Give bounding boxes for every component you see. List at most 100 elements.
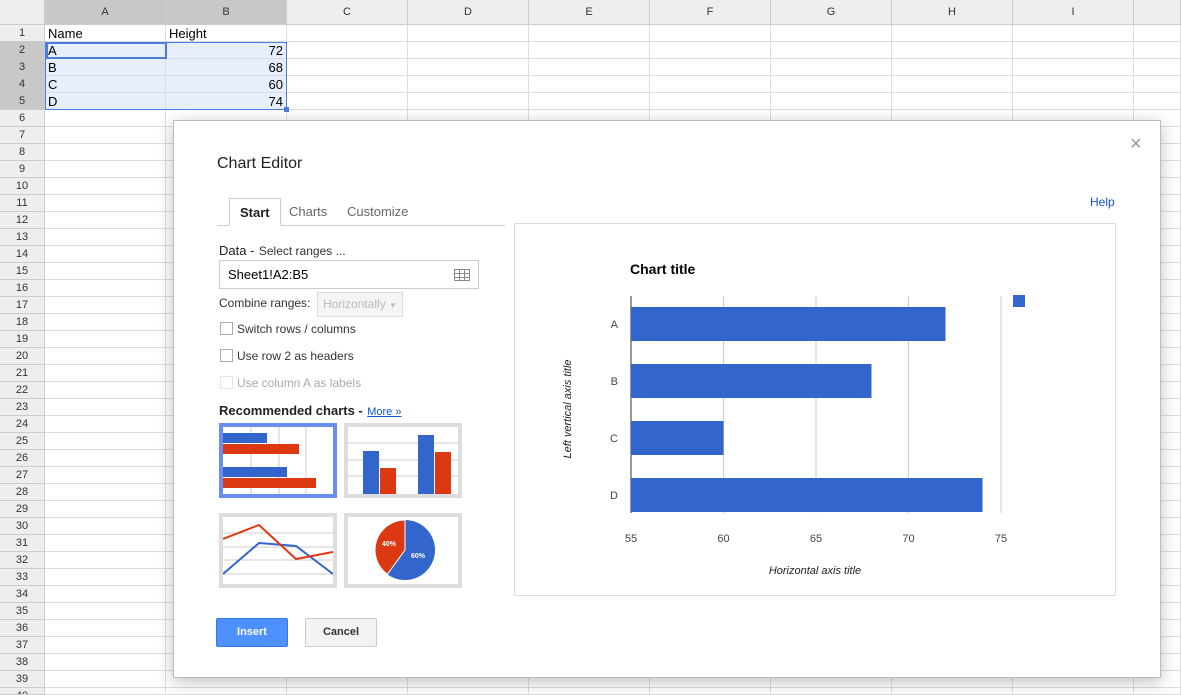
cell[interactable] bbox=[45, 501, 166, 518]
column-header[interactable]: H bbox=[892, 0, 1013, 25]
cell[interactable]: B bbox=[45, 59, 166, 76]
row-header[interactable]: 24 bbox=[0, 416, 45, 433]
cell[interactable] bbox=[45, 212, 166, 229]
cell[interactable] bbox=[1134, 93, 1181, 110]
cell[interactable] bbox=[287, 688, 408, 695]
cell[interactable]: 74 bbox=[166, 93, 287, 110]
row-header[interactable]: 34 bbox=[0, 586, 45, 603]
row-header[interactable]: 32 bbox=[0, 552, 45, 569]
cell[interactable] bbox=[45, 467, 166, 484]
cell[interactable] bbox=[529, 25, 650, 42]
switch-rows-checkbox[interactable] bbox=[220, 322, 233, 335]
row-header[interactable]: 35 bbox=[0, 603, 45, 620]
column-header[interactable]: A bbox=[45, 0, 166, 25]
cell[interactable] bbox=[1013, 42, 1134, 59]
cell[interactable] bbox=[650, 59, 771, 76]
cell[interactable] bbox=[45, 433, 166, 450]
cell[interactable]: D bbox=[45, 93, 166, 110]
cancel-button[interactable]: Cancel bbox=[305, 618, 377, 647]
cell[interactable] bbox=[529, 59, 650, 76]
column-header[interactable]: I bbox=[1013, 0, 1134, 25]
cell[interactable]: C bbox=[45, 76, 166, 93]
cell[interactable] bbox=[892, 93, 1013, 110]
cell[interactable] bbox=[45, 637, 166, 654]
cell[interactable] bbox=[1134, 25, 1181, 42]
cell[interactable] bbox=[1134, 688, 1181, 695]
cell[interactable] bbox=[45, 331, 166, 348]
cell[interactable] bbox=[45, 688, 166, 695]
row-header[interactable]: 31 bbox=[0, 535, 45, 552]
cell[interactable] bbox=[45, 314, 166, 331]
cell[interactable] bbox=[287, 25, 408, 42]
cell[interactable] bbox=[45, 518, 166, 535]
cell[interactable] bbox=[892, 42, 1013, 59]
cell[interactable] bbox=[45, 399, 166, 416]
cell[interactable] bbox=[771, 688, 892, 695]
cell[interactable] bbox=[892, 671, 1013, 688]
cell[interactable] bbox=[1013, 671, 1134, 688]
pie-chart-thumbnail[interactable]: 40% 60% bbox=[344, 513, 462, 588]
cell[interactable] bbox=[771, 59, 892, 76]
cell[interactable] bbox=[529, 688, 650, 695]
cell[interactable] bbox=[287, 671, 408, 688]
cell[interactable] bbox=[892, 25, 1013, 42]
cell[interactable] bbox=[529, 42, 650, 59]
cell[interactable] bbox=[45, 654, 166, 671]
cell[interactable] bbox=[892, 59, 1013, 76]
cell[interactable] bbox=[771, 25, 892, 42]
cell[interactable]: Height bbox=[166, 25, 287, 42]
column-header[interactable]: B bbox=[166, 0, 287, 25]
cell[interactable] bbox=[45, 348, 166, 365]
insert-button[interactable]: Insert bbox=[216, 618, 288, 647]
cell[interactable] bbox=[529, 93, 650, 110]
row-header[interactable]: 10 bbox=[0, 178, 45, 195]
column-header[interactable]: F bbox=[650, 0, 771, 25]
cell[interactable] bbox=[45, 382, 166, 399]
cell[interactable] bbox=[45, 484, 166, 501]
row-header[interactable]: 26 bbox=[0, 450, 45, 467]
row-header[interactable]: 25 bbox=[0, 433, 45, 450]
row-header[interactable]: 37 bbox=[0, 637, 45, 654]
row-header[interactable]: 11 bbox=[0, 195, 45, 212]
cell[interactable] bbox=[1013, 59, 1134, 76]
cell[interactable] bbox=[287, 93, 408, 110]
cell[interactable] bbox=[287, 59, 408, 76]
cell[interactable] bbox=[650, 25, 771, 42]
select-all-corner[interactable] bbox=[0, 0, 45, 25]
row-header[interactable]: 2 bbox=[0, 42, 45, 59]
cell[interactable] bbox=[45, 229, 166, 246]
cell[interactable] bbox=[892, 688, 1013, 695]
row-header[interactable]: 19 bbox=[0, 331, 45, 348]
cell[interactable] bbox=[45, 365, 166, 382]
row-header[interactable]: 16 bbox=[0, 280, 45, 297]
cell[interactable] bbox=[408, 688, 529, 695]
row-header[interactable]: 8 bbox=[0, 144, 45, 161]
row-header[interactable]: 28 bbox=[0, 484, 45, 501]
cell[interactable] bbox=[45, 195, 166, 212]
cell[interactable] bbox=[650, 671, 771, 688]
row-header[interactable]: 21 bbox=[0, 365, 45, 382]
row-header[interactable]: 6 bbox=[0, 110, 45, 127]
cell[interactable] bbox=[287, 76, 408, 93]
cell[interactable]: Name bbox=[45, 25, 166, 42]
row-header[interactable]: 23 bbox=[0, 399, 45, 416]
row-header[interactable]: 33 bbox=[0, 569, 45, 586]
cell[interactable] bbox=[45, 297, 166, 314]
cell[interactable] bbox=[650, 42, 771, 59]
cell[interactable] bbox=[45, 144, 166, 161]
cell[interactable]: 68 bbox=[166, 59, 287, 76]
cell[interactable] bbox=[1013, 25, 1134, 42]
cell[interactable] bbox=[45, 161, 166, 178]
cell[interactable]: A bbox=[45, 42, 166, 59]
column-header[interactable]: C bbox=[287, 0, 408, 25]
row-header[interactable]: 15 bbox=[0, 263, 45, 280]
cell[interactable] bbox=[45, 263, 166, 280]
cell[interactable] bbox=[45, 535, 166, 552]
cell[interactable] bbox=[771, 76, 892, 93]
column-chart-thumbnail[interactable] bbox=[344, 423, 462, 498]
cell[interactable] bbox=[1134, 59, 1181, 76]
cell[interactable] bbox=[45, 552, 166, 569]
cell[interactable] bbox=[45, 603, 166, 620]
cell[interactable] bbox=[45, 110, 166, 127]
cell[interactable] bbox=[45, 620, 166, 637]
